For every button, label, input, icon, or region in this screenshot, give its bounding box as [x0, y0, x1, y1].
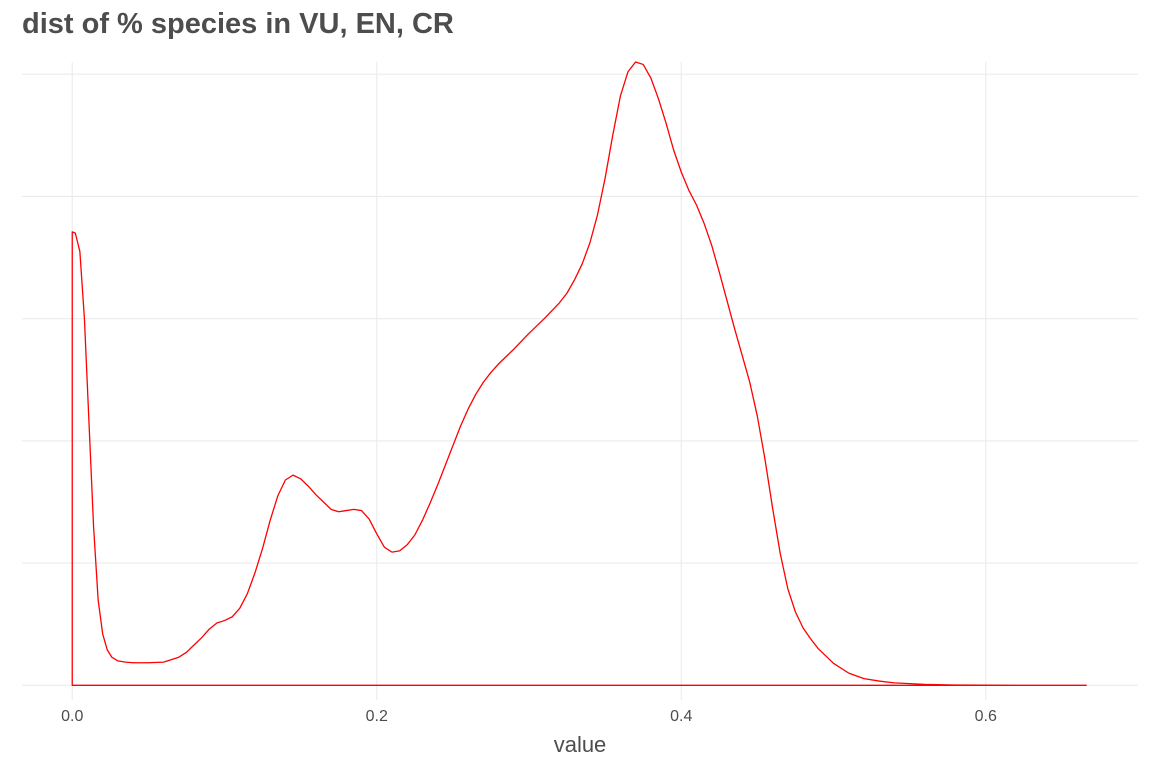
density-series — [71, 61, 1087, 686]
grid-lines — [22, 62, 1138, 700]
x-tick-label: 0.2 — [366, 708, 388, 725]
x-tick-label: 0.0 — [61, 708, 83, 725]
x-axis-title: value — [554, 732, 607, 757]
x-tick-label: 0.6 — [975, 708, 997, 725]
density-curve — [71, 61, 1087, 686]
chart-title: dist of % species in VU, EN, CR — [22, 8, 454, 40]
x-tick-label: 0.4 — [670, 708, 692, 725]
x-axis-ticks: 0.0 0.2 0.4 0.6 — [61, 708, 997, 725]
